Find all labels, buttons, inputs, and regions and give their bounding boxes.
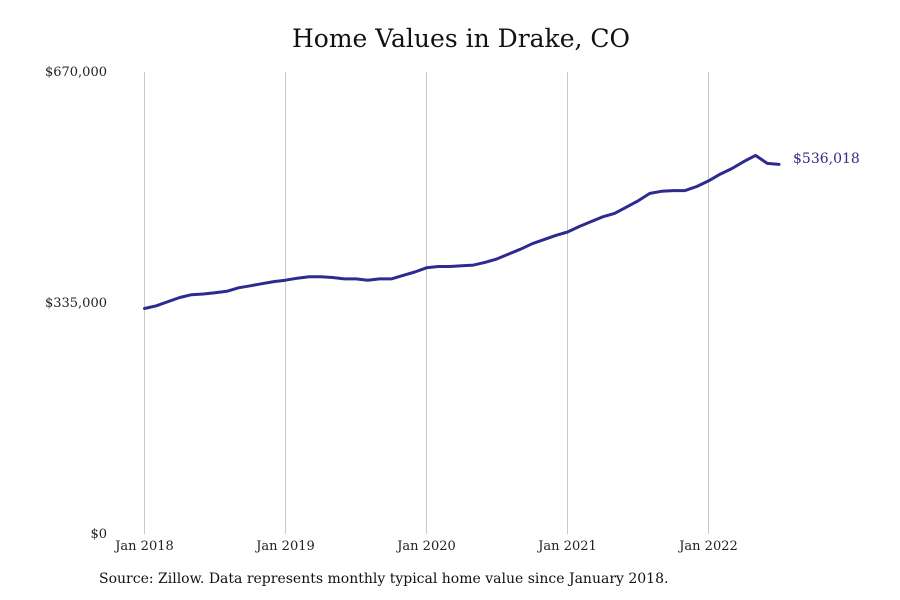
x-tick-label: Jan 2022 (677, 539, 738, 554)
source-note: Source: Zillow. Data represents monthly … (99, 571, 669, 587)
y-tick-label: $335,000 (45, 296, 107, 311)
x-tick-label: Jan 2021 (536, 539, 597, 554)
x-tick-label: Jan 2018 (113, 539, 174, 554)
x-tick-label: Jan 2019 (254, 539, 315, 554)
x-tick-label: Jan 2020 (395, 539, 456, 554)
y-tick-label: $0 (90, 527, 107, 542)
end-value-label: $536,018 (793, 151, 860, 167)
chart-title: Home Values in Drake, CO (291, 24, 631, 53)
y-tick-label: $670,000 (45, 65, 107, 80)
series-line (143, 153, 781, 310)
